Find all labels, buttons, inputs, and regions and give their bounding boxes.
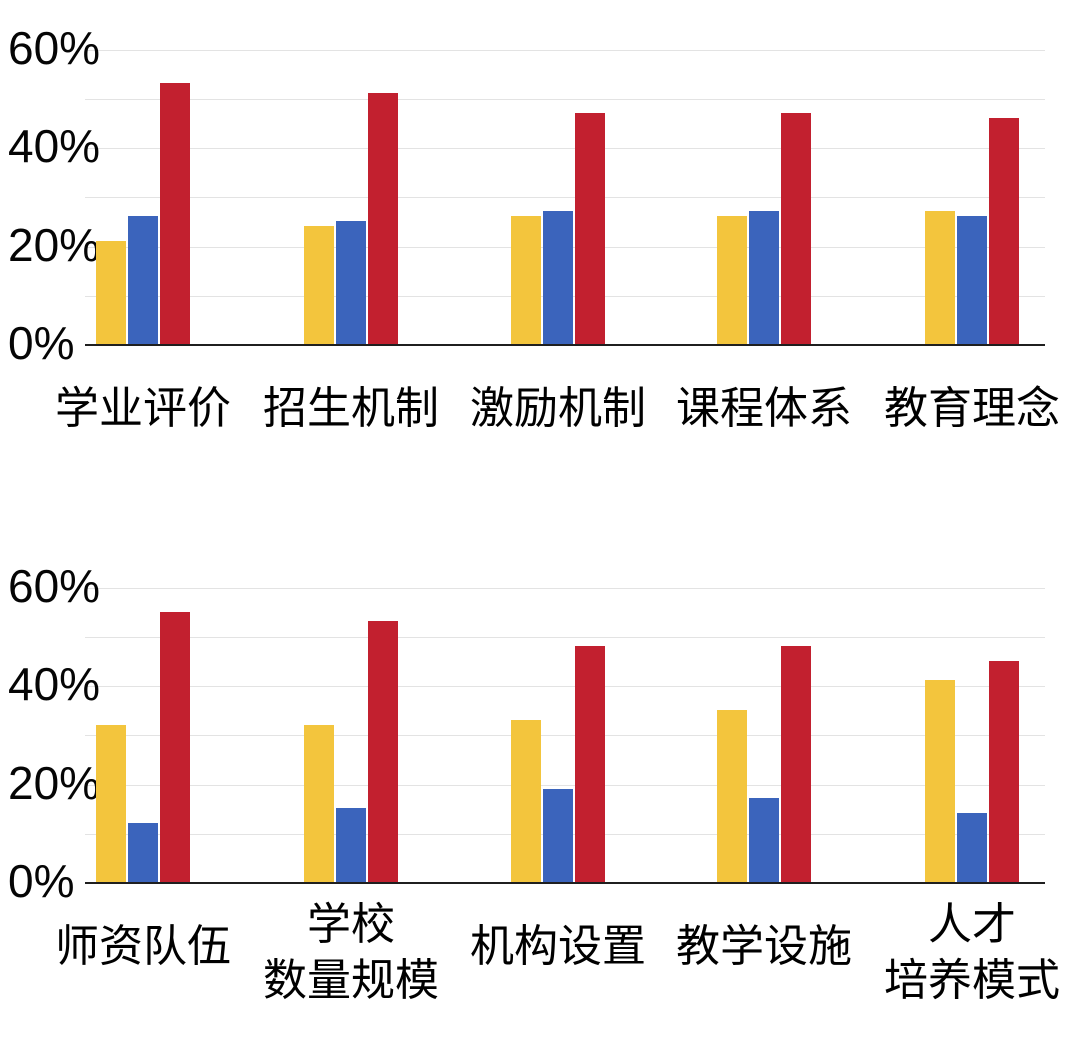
x-axis-line xyxy=(85,344,1045,346)
x-category-label-3: 教学设施 xyxy=(676,922,852,971)
bar-series1-cat4 xyxy=(957,216,987,344)
x-category-label-1: 学校 数量规模 xyxy=(263,900,439,1005)
bar-series0-cat4 xyxy=(925,680,955,882)
bar-series2-cat4 xyxy=(989,661,1019,882)
bar-series0-cat4 xyxy=(925,211,955,344)
bar-series1-cat1 xyxy=(336,808,366,882)
bar-series1-cat0 xyxy=(128,216,158,344)
bar-series1-cat0 xyxy=(128,823,158,882)
x-category-label-4: 人才 培养模式 xyxy=(884,900,1060,1005)
x-axis-line xyxy=(85,882,1045,884)
x-category-label-0: 师资队伍 xyxy=(55,922,231,971)
gridline-30pct xyxy=(85,197,1045,198)
gridline-20pct xyxy=(85,785,1045,786)
x-category-label-0: 学业评价 xyxy=(55,384,231,433)
bar-series1-cat2 xyxy=(543,789,573,882)
bar-series1-cat1 xyxy=(336,221,366,344)
bar-series2-cat0 xyxy=(160,83,190,344)
bar-series2-cat3 xyxy=(781,646,811,882)
bar-series0-cat2 xyxy=(511,216,541,344)
bar-series0-cat3 xyxy=(717,710,747,882)
x-category-label-4: 教育理念 xyxy=(884,384,1060,433)
y-tick-label-60: 60% xyxy=(8,22,101,74)
gridline-40pct xyxy=(85,148,1045,149)
x-category-label-2: 机构设置 xyxy=(470,922,646,971)
x-category-label-2: 激励机制 xyxy=(470,384,646,433)
bar-series0-cat1 xyxy=(304,725,334,882)
bar-series0-cat1 xyxy=(304,226,334,344)
bar-series1-cat2 xyxy=(543,211,573,344)
gridline-60pct xyxy=(85,50,1045,51)
gridline-60pct xyxy=(85,588,1045,589)
bar-series2-cat3 xyxy=(781,113,811,344)
gridline-50pct xyxy=(85,637,1045,638)
bar-series1-cat4 xyxy=(957,813,987,882)
gridline-40pct xyxy=(85,686,1045,687)
y-tick-label-0: 0% xyxy=(8,855,75,907)
bar-series0-cat2 xyxy=(511,720,541,882)
bar-series1-cat3 xyxy=(749,211,779,344)
bar-series2-cat2 xyxy=(575,113,605,344)
y-tick-label-20: 20% xyxy=(8,757,101,809)
x-category-label-3: 课程体系 xyxy=(676,384,852,433)
bar-series2-cat1 xyxy=(368,93,398,344)
gridline-50pct xyxy=(85,99,1045,100)
gridline-30pct xyxy=(85,735,1045,736)
x-category-label-1: 招生机制 xyxy=(263,384,439,433)
y-tick-label-0: 0% xyxy=(8,317,75,369)
bar-series2-cat2 xyxy=(575,646,605,882)
bar-series0-cat3 xyxy=(717,216,747,344)
bar-series1-cat3 xyxy=(749,798,779,882)
bar-series0-cat0 xyxy=(96,241,126,344)
y-tick-label-40: 40% xyxy=(8,658,101,710)
y-tick-label-20: 20% xyxy=(8,219,101,271)
bar-series2-cat4 xyxy=(989,118,1019,344)
bar-series2-cat0 xyxy=(160,612,190,882)
bar-series2-cat1 xyxy=(368,621,398,882)
y-tick-label-40: 40% xyxy=(8,120,101,172)
bar-series0-cat0 xyxy=(96,725,126,882)
y-tick-label-60: 60% xyxy=(8,560,101,612)
